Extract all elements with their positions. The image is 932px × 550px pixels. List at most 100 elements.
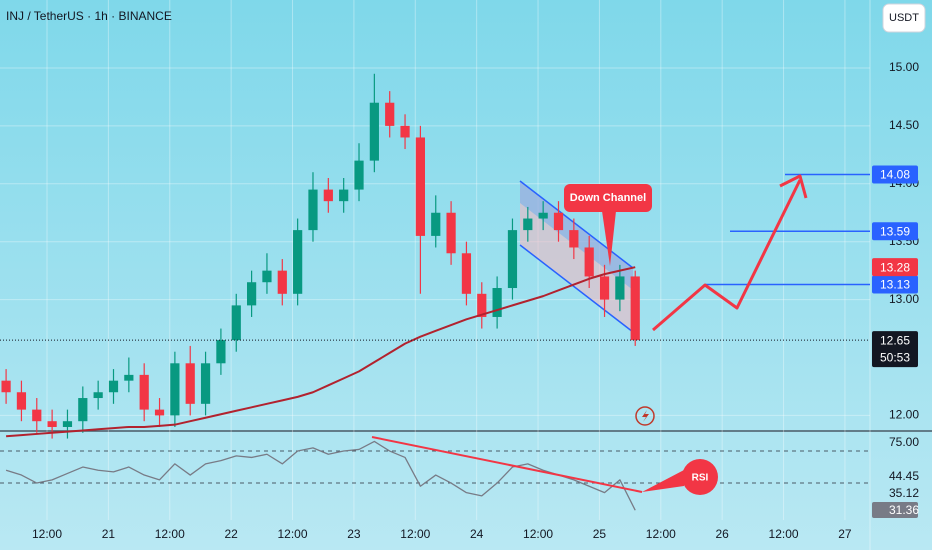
rsi-value-badge bbox=[872, 502, 918, 518]
candle-body bbox=[78, 398, 88, 422]
candle-body bbox=[446, 212, 456, 254]
x-tick-label: 12:00 bbox=[646, 527, 676, 541]
grid bbox=[0, 0, 870, 520]
candle-body bbox=[231, 305, 241, 341]
level-badge bbox=[872, 165, 918, 184]
symbol-title: INJ / TetherUS · 1h · BINANCE bbox=[6, 9, 172, 23]
arrow-head bbox=[779, 174, 808, 199]
candle-body bbox=[553, 212, 564, 231]
x-tick-label: 12:00 bbox=[400, 527, 430, 541]
rsi-value-label: 31.36 bbox=[889, 503, 919, 517]
candle-body bbox=[154, 409, 165, 416]
projection-path bbox=[652, 179, 802, 332]
candle-body bbox=[385, 102, 395, 126]
candle-body bbox=[1, 380, 11, 393]
candle-body bbox=[584, 247, 594, 277]
rsi-text: RSI bbox=[692, 473, 709, 484]
candle-body bbox=[200, 363, 211, 404]
level-label: 13.13 bbox=[880, 278, 910, 292]
channel-bottom bbox=[519, 244, 634, 333]
candle-body bbox=[615, 276, 625, 300]
candle-body bbox=[32, 409, 42, 422]
candle-body bbox=[47, 421, 57, 427]
candle-body bbox=[124, 374, 134, 381]
last-badge bbox=[872, 331, 918, 368]
candle-body bbox=[108, 380, 119, 393]
candle-body bbox=[538, 212, 548, 219]
countdown-label: 50:53 bbox=[880, 350, 910, 364]
alert-icon[interactable] bbox=[635, 406, 655, 426]
candle-body bbox=[16, 392, 27, 410]
callout-pointer bbox=[602, 211, 616, 266]
y-tick-label: 12.00 bbox=[889, 408, 919, 422]
x-tick-label: 23 bbox=[347, 527, 361, 541]
candle-body bbox=[277, 270, 287, 294]
y-tick-label: 15.00 bbox=[889, 60, 919, 74]
rsi-value-label: 35.12 bbox=[889, 486, 919, 500]
x-tick-label: 22 bbox=[224, 527, 238, 541]
rsi-trendline bbox=[371, 436, 643, 493]
projection-arrow bbox=[652, 174, 808, 332]
candle-body bbox=[523, 218, 533, 231]
alert-circle[interactable] bbox=[635, 406, 655, 426]
x-tick-label: 12:00 bbox=[523, 527, 553, 541]
candle-body bbox=[569, 230, 579, 248]
currency-label[interactable]: USDT bbox=[889, 12, 919, 24]
candle-body bbox=[461, 253, 472, 294]
moving-average bbox=[6, 266, 636, 438]
candle-body bbox=[308, 189, 318, 231]
candle-body bbox=[62, 421, 73, 427]
y-tick-label: 13.00 bbox=[889, 292, 919, 306]
candle-body bbox=[400, 125, 410, 138]
rsi-tick-label: 75.00 bbox=[889, 435, 919, 449]
rsi-callout: RSI bbox=[642, 459, 718, 495]
candle-body bbox=[185, 363, 195, 404]
callout-box bbox=[564, 184, 652, 212]
x-tick-label: 12:00 bbox=[278, 527, 308, 541]
axes: 12:00 21 12:00 22 12:00 23 12:00 24 12:00 25 12:00… bbox=[32, 60, 919, 541]
ma-label: 13.28 bbox=[880, 260, 910, 274]
x-tick-label: 12:00 bbox=[155, 527, 185, 541]
alert-bolt[interactable] bbox=[642, 410, 649, 422]
x-tick-label: 24 bbox=[470, 527, 484, 541]
last-label: 12.65 bbox=[880, 333, 910, 347]
candle-body bbox=[93, 392, 103, 399]
x-tick-label: 21 bbox=[102, 527, 116, 541]
candle-body bbox=[323, 189, 333, 202]
candles bbox=[1, 73, 640, 439]
candle-body bbox=[262, 270, 272, 283]
x-tick-label: 25 bbox=[593, 527, 607, 541]
rsi-pointer bbox=[642, 470, 684, 492]
level-label: 13.59 bbox=[880, 224, 910, 238]
rsi-value-label: 44.45 bbox=[889, 469, 919, 483]
y-tick-label: 14.50 bbox=[889, 118, 919, 132]
candle-body bbox=[507, 230, 518, 289]
level-badge bbox=[872, 275, 918, 294]
candle-body bbox=[477, 293, 487, 317]
down-channel-callout: Down Channel bbox=[564, 184, 652, 266]
x-tick-label: 27 bbox=[838, 527, 852, 541]
rsi-badge bbox=[682, 459, 718, 495]
candle-body bbox=[599, 276, 610, 300]
candle-body bbox=[369, 102, 379, 161]
channel-top bbox=[519, 180, 634, 269]
candle-body bbox=[492, 288, 502, 317]
currency-button[interactable] bbox=[882, 3, 926, 33]
level-label: 14.08 bbox=[880, 168, 910, 182]
ma-badge bbox=[872, 258, 918, 277]
candle-body bbox=[415, 137, 426, 236]
rsi-line bbox=[5, 440, 636, 511]
candle-body bbox=[339, 189, 349, 202]
callout-text: Down Channel bbox=[570, 192, 646, 204]
candle-body bbox=[216, 340, 226, 364]
level-badge bbox=[872, 222, 918, 241]
candle-body bbox=[170, 363, 180, 416]
candle-body bbox=[431, 212, 441, 236]
candle-body bbox=[139, 374, 149, 410]
candle-body bbox=[630, 276, 640, 341]
x-tick-label: 12:00 bbox=[769, 527, 799, 541]
overlays bbox=[0, 173, 870, 511]
x-tick-label: 12:00 bbox=[32, 527, 62, 541]
candle-body bbox=[293, 230, 303, 294]
